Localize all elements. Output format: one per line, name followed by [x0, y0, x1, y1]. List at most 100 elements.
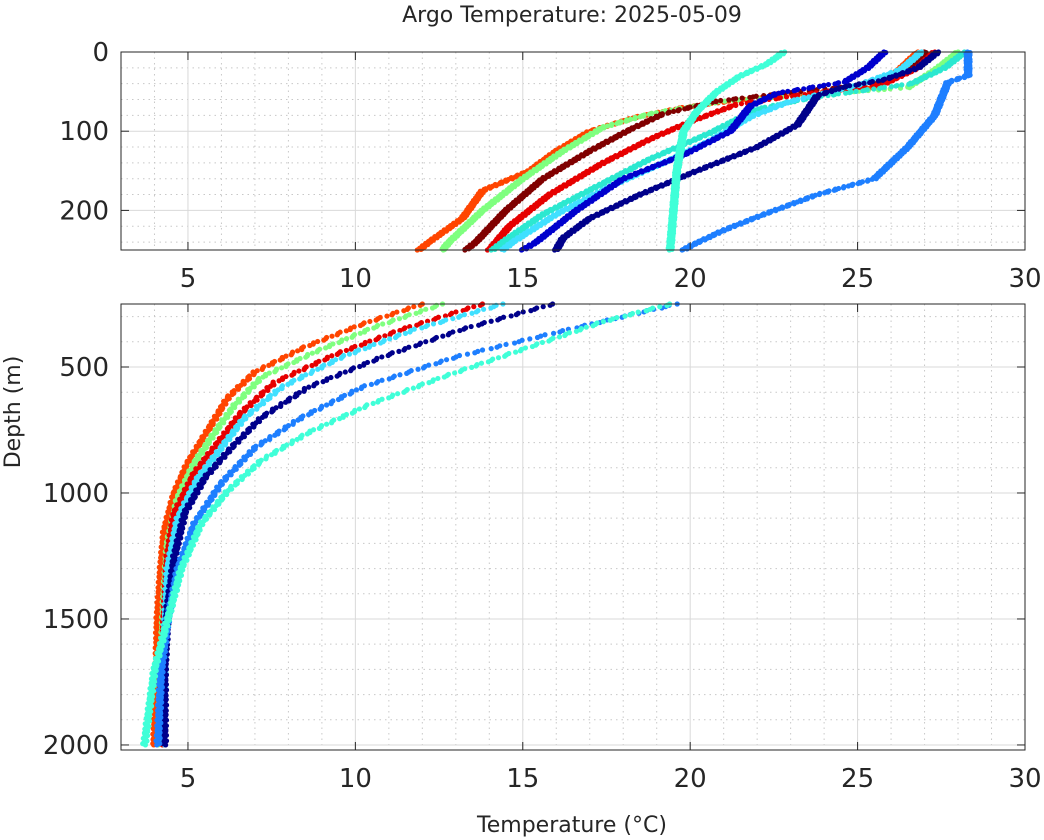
data-point — [513, 312, 519, 318]
data-point — [906, 81, 912, 87]
data-point — [722, 98, 728, 104]
data-point — [801, 86, 807, 92]
chart-title: Argo Temperature: 2025-05-09 — [402, 3, 742, 28]
data-point — [377, 340, 384, 346]
data-point — [864, 178, 871, 184]
data-point — [276, 378, 282, 384]
data-point — [357, 363, 363, 370]
data-point — [627, 147, 633, 153]
data-point — [469, 310, 475, 316]
data-point — [832, 81, 838, 87]
data-point — [329, 333, 335, 339]
data-point — [315, 366, 321, 372]
data-point — [387, 331, 393, 338]
data-point — [480, 306, 487, 312]
data-point — [294, 348, 301, 354]
data-point — [379, 354, 385, 360]
data-point — [755, 111, 761, 118]
data-point — [413, 310, 419, 316]
data-point — [323, 345, 329, 351]
data-point — [608, 122, 615, 129]
data-point — [888, 84, 895, 90]
data-point — [528, 308, 534, 314]
data-point — [675, 125, 681, 131]
data-point — [653, 185, 659, 192]
data-point — [357, 322, 364, 329]
data-point — [423, 306, 429, 312]
data-point — [291, 359, 297, 366]
data-point — [809, 194, 816, 200]
data-point — [649, 117, 656, 123]
data-point — [632, 116, 638, 122]
data-point — [437, 319, 444, 326]
data-point — [246, 412, 253, 418]
data-point — [682, 106, 688, 112]
data-point — [292, 394, 298, 400]
data-point — [726, 105, 732, 111]
data-point — [825, 81, 832, 88]
data-point — [726, 97, 732, 103]
data-point — [725, 156, 731, 162]
data-point — [821, 91, 827, 97]
data-point — [708, 163, 714, 169]
y-tick-label: 100 — [59, 117, 109, 147]
data-point — [289, 372, 295, 378]
data-point — [495, 317, 501, 323]
data-point — [321, 337, 327, 343]
data-point — [251, 372, 257, 378]
data-point — [348, 346, 354, 352]
data-point — [334, 332, 340, 338]
data-point — [307, 342, 313, 349]
data-point — [283, 363, 289, 370]
data-point — [301, 367, 307, 373]
data-point — [665, 110, 671, 116]
data-point — [853, 82, 859, 88]
data-point — [277, 357, 283, 363]
data-point — [429, 305, 436, 311]
data-point — [855, 180, 861, 187]
data-point — [401, 308, 407, 314]
data-point — [845, 183, 852, 189]
data-point — [877, 85, 883, 92]
data-point — [285, 381, 291, 388]
data-point — [860, 88, 866, 94]
data-point — [402, 330, 409, 336]
data-point — [800, 96, 806, 102]
data-point — [487, 185, 493, 191]
data-point — [413, 343, 419, 349]
x-tick-label: 10 — [339, 264, 372, 294]
data-point — [334, 373, 340, 379]
data-point — [342, 369, 348, 375]
data-point — [739, 95, 745, 101]
data-point — [357, 330, 363, 336]
data-point — [829, 88, 835, 95]
data-point — [654, 134, 660, 140]
data-point — [371, 358, 377, 364]
data-point — [303, 354, 309, 360]
data-point — [346, 351, 353, 357]
data-point — [343, 328, 349, 334]
y-tick-label: 200 — [59, 196, 109, 226]
x-tick-label: 15 — [506, 264, 539, 294]
data-point — [272, 391, 278, 397]
data-point — [327, 361, 333, 367]
data-point — [396, 316, 403, 322]
data-point — [670, 108, 677, 114]
data-point — [407, 329, 413, 335]
data-point — [322, 357, 328, 363]
data-point — [912, 67, 918, 73]
x-tick-label: 25 — [841, 264, 874, 294]
data-point — [718, 97, 724, 104]
data-point — [279, 365, 285, 371]
data-point — [384, 313, 390, 319]
data-point — [258, 393, 264, 399]
data-point — [266, 362, 272, 369]
data-point — [633, 171, 639, 178]
data-point — [373, 317, 379, 323]
y-tick-label: 0 — [92, 38, 109, 68]
data-point — [732, 223, 738, 230]
data-point — [297, 376, 303, 382]
data-point — [272, 369, 278, 375]
